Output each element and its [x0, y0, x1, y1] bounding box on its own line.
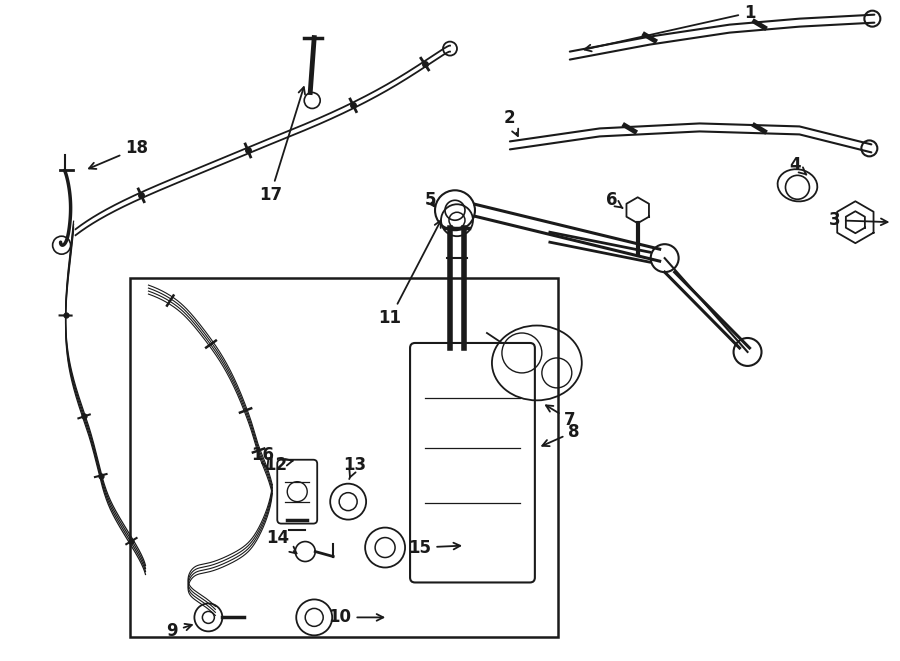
Text: 1: 1 [584, 4, 755, 52]
Text: 16: 16 [251, 446, 274, 469]
Text: 13: 13 [344, 455, 366, 479]
Text: 17: 17 [258, 87, 305, 204]
Text: 3: 3 [829, 212, 887, 229]
Text: 10: 10 [328, 608, 383, 627]
Text: 6: 6 [606, 191, 623, 210]
Text: 8: 8 [542, 423, 580, 446]
Text: 11: 11 [379, 221, 441, 327]
Text: 14: 14 [266, 529, 296, 553]
Text: 2: 2 [504, 110, 518, 136]
Bar [130, 278, 558, 637]
Text: 5: 5 [424, 191, 436, 210]
Text: 4: 4 [789, 157, 806, 175]
Text: 7: 7 [546, 405, 576, 429]
Text: 18: 18 [89, 139, 148, 169]
Text: 12: 12 [264, 455, 292, 474]
Text: 15: 15 [409, 539, 460, 557]
Text: 9: 9 [166, 623, 192, 641]
